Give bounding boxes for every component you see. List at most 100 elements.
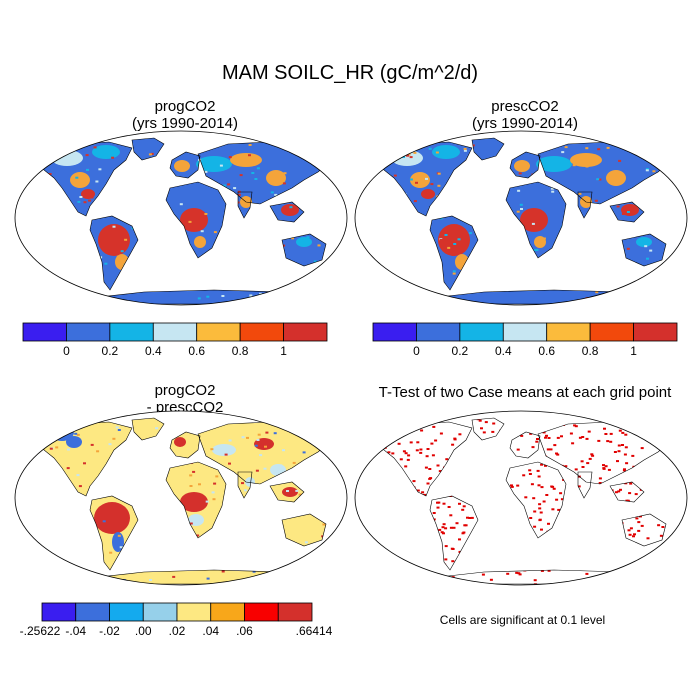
significant-cell	[627, 529, 631, 532]
significant-cell	[645, 418, 649, 420]
significant-cell	[657, 524, 661, 527]
significant-cell	[688, 521, 691, 523]
significant-cell	[470, 516, 474, 519]
significant-cell	[431, 454, 435, 457]
significant-cell	[643, 572, 646, 575]
field-cell	[233, 187, 237, 190]
significant-cell	[365, 441, 368, 443]
significant-cell	[557, 508, 561, 511]
field-cell	[37, 281, 40, 283]
field-region	[94, 502, 130, 534]
field-cell	[334, 255, 337, 257]
field-cell	[646, 257, 649, 260]
significant-cell	[438, 470, 442, 473]
field-cell	[282, 449, 285, 452]
field-cell	[29, 437, 32, 439]
field-cell	[620, 293, 624, 296]
field-cell	[220, 303, 223, 304]
significant-cell	[426, 415, 429, 417]
field-cell	[686, 279, 689, 281]
field-cell	[355, 166, 358, 168]
field-cell	[263, 467, 267, 470]
significant-cell	[632, 535, 635, 538]
significant-cell	[670, 578, 672, 581]
field-cell	[346, 242, 349, 244]
significant-cell	[540, 463, 544, 466]
significant-cell	[462, 531, 466, 534]
significant-cell	[452, 526, 456, 529]
significant-cell	[515, 571, 519, 574]
significant-cell	[406, 412, 409, 414]
field-cell	[564, 146, 568, 149]
field-cell	[79, 196, 83, 198]
field-cell	[279, 585, 282, 587]
field-cell	[325, 442, 329, 445]
field-cell	[25, 173, 28, 175]
significant-cell	[538, 518, 542, 521]
panel-title-ttest-line1: T-Test of two Case means at each grid po…	[378, 384, 672, 401]
field-cell	[345, 418, 348, 420]
field-cell	[44, 561, 48, 564]
field-region	[70, 172, 90, 188]
field-cell	[17, 537, 20, 539]
significant-cell	[404, 465, 408, 468]
field-cell	[398, 280, 402, 283]
significant-cell	[528, 469, 532, 472]
field-cell	[407, 153, 411, 156]
field-cell	[150, 152, 154, 155]
field-cell	[53, 302, 57, 304]
field-cell	[249, 294, 253, 297]
significant-cell	[403, 415, 406, 417]
colorbar-swatch	[239, 322, 284, 342]
significant-cell	[529, 517, 533, 519]
significant-cell	[461, 508, 465, 511]
field-cell	[126, 241, 130, 244]
significant-cell	[545, 494, 549, 496]
field-cell	[112, 225, 116, 228]
colorbar-swatch	[22, 322, 67, 342]
significant-cell	[633, 430, 637, 433]
significant-cell	[442, 502, 446, 505]
significant-cell	[380, 423, 381, 426]
field-region	[421, 189, 435, 199]
field-region	[438, 224, 470, 256]
significant-cell	[641, 410, 644, 412]
panel-title-progco2-line2: (yrs 1990-2014)	[132, 115, 238, 132]
coastline-australia	[621, 513, 667, 547]
field-cell	[597, 148, 601, 151]
field-cell	[437, 172, 441, 175]
field-cell	[75, 176, 79, 179]
significant-cell	[484, 421, 488, 424]
coastline-europe	[509, 431, 541, 459]
field-region	[66, 436, 82, 448]
field-cell	[289, 206, 293, 209]
field-cell	[594, 199, 598, 202]
field-cell	[661, 159, 665, 162]
coastline-southamerica	[89, 215, 139, 291]
field-cell	[200, 230, 204, 233]
significant-cell	[591, 454, 595, 457]
field-cell	[387, 145, 391, 148]
field-cell	[337, 155, 340, 157]
field-cell	[578, 192, 582, 195]
field-cell	[324, 573, 328, 576]
field-cell	[406, 154, 410, 157]
significant-cell	[685, 573, 688, 575]
field-cell	[453, 243, 457, 245]
coastline-seasia	[609, 481, 645, 503]
field-cell	[66, 467, 70, 470]
significant-cell	[516, 448, 520, 451]
field-cell	[206, 295, 210, 298]
field-cell	[452, 272, 456, 275]
significant-cell	[462, 505, 466, 508]
significant-cell	[376, 412, 379, 414]
significant-cell	[536, 438, 539, 440]
significant-cell	[645, 582, 648, 584]
significant-cell	[677, 415, 680, 417]
field-region	[174, 160, 190, 172]
field-cell	[381, 300, 385, 302]
significant-cell	[661, 581, 665, 583]
significant-cell	[369, 541, 372, 543]
field-cell	[172, 575, 176, 578]
significant-cell	[510, 485, 514, 488]
